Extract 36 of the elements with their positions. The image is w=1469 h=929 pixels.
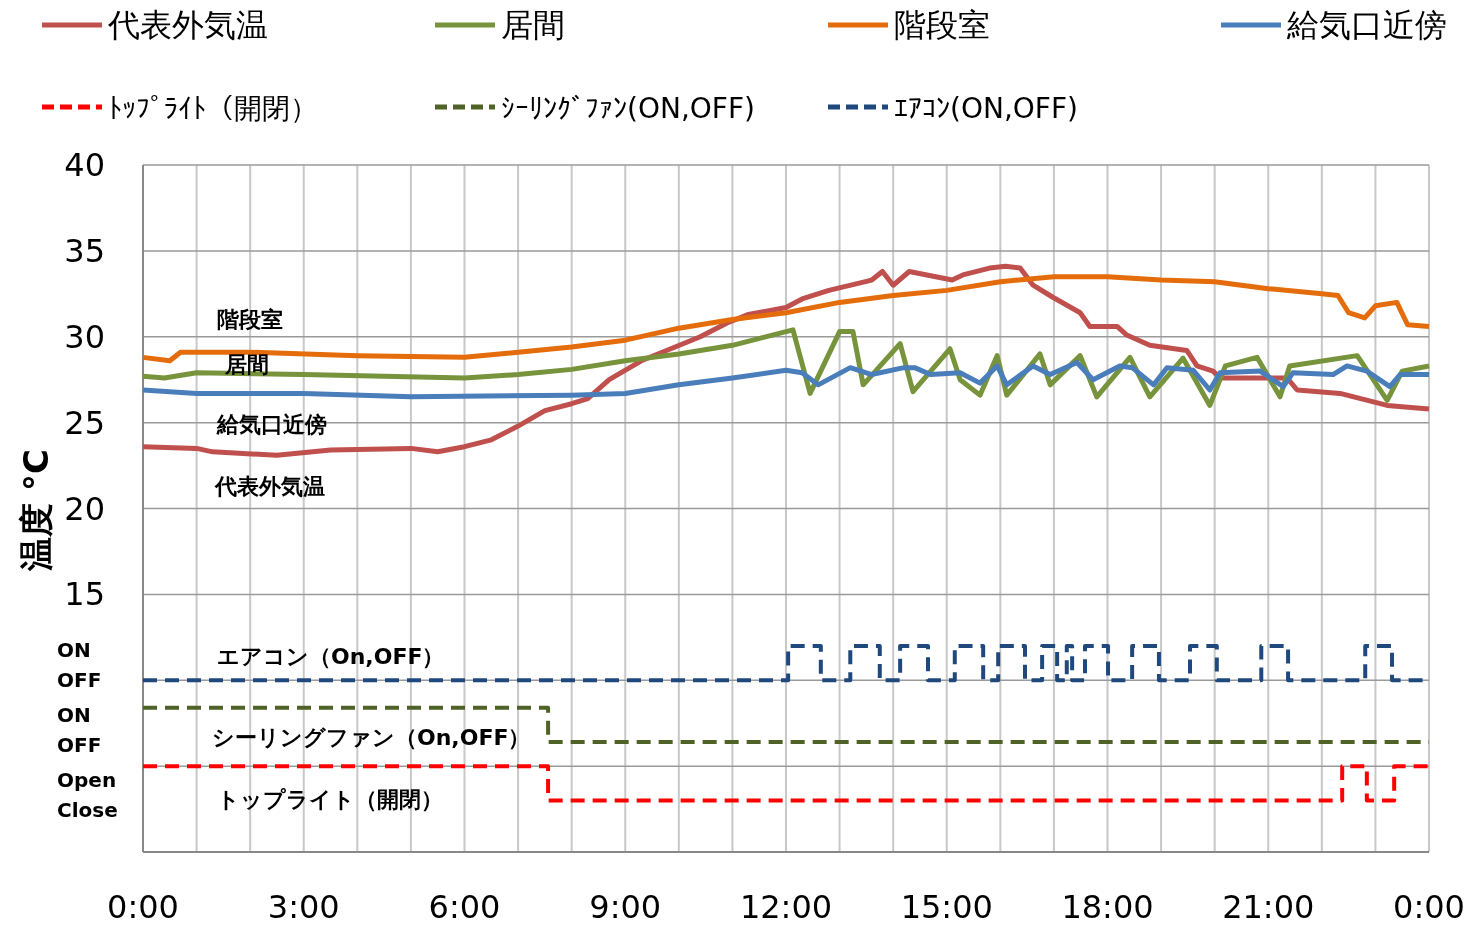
annotation: エアコン（On,OFF） xyxy=(217,644,445,669)
annotation: 代表外気温 xyxy=(214,474,325,499)
x-tick-label: 0:00 xyxy=(1393,888,1465,926)
y-tick-label: 15 xyxy=(64,575,105,614)
annotation: 給気口近傍 xyxy=(216,412,327,437)
y-tick-label: 20 xyxy=(64,489,105,528)
legend-label: 居間 xyxy=(501,6,565,44)
x-tick-label: 6:00 xyxy=(428,888,501,926)
text: OFF xyxy=(57,733,102,757)
text: OFF xyxy=(57,668,102,692)
y-tick-label: 30 xyxy=(64,317,105,356)
y-tick-label: 35 xyxy=(64,231,105,270)
annotation: 居間 xyxy=(224,352,269,377)
text: ON xyxy=(57,638,91,662)
x-tick-label: 18:00 xyxy=(1061,888,1154,926)
y-tick-label: 40 xyxy=(64,146,105,184)
text: Open xyxy=(57,768,117,792)
y-tick-label: 25 xyxy=(64,403,105,442)
annotation: シーリングファン（On,OFF） xyxy=(212,725,531,750)
text: Close xyxy=(57,798,118,822)
legend-label: 階段室 xyxy=(894,6,990,44)
legend-label: 給気口近傍 xyxy=(1286,6,1447,44)
x-tick-label: 21:00 xyxy=(1222,888,1315,926)
x-tick-label: 15:00 xyxy=(900,888,993,926)
x-tick-label: 0:00 xyxy=(107,888,179,926)
annotation: トップライト（開閉） xyxy=(217,787,443,812)
legend-label: ｼｰﾘﾝｸﾞﾌｧﾝ(ON,OFF) xyxy=(501,92,755,125)
y-axis-title: 温度 °C xyxy=(16,449,56,572)
legend-label: 代表外気温 xyxy=(107,6,268,44)
legend-label: ﾄｯﾌﾟﾗｲﾄ（開閉） xyxy=(108,92,318,125)
x-tick-label: 12:00 xyxy=(739,888,833,926)
legend-label: ｴｱｺﾝ(ON,OFF) xyxy=(894,92,1078,125)
x-tick-label: 3:00 xyxy=(267,888,340,926)
annotation: 階段室 xyxy=(217,307,283,332)
x-tick-label: 9:00 xyxy=(589,888,662,926)
text: ON xyxy=(57,703,91,727)
